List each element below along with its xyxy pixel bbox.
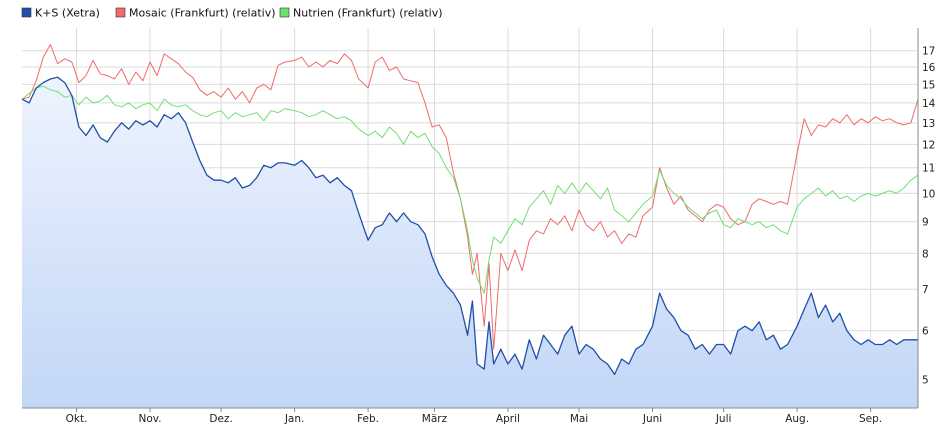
y-tick-label: 15	[922, 79, 935, 91]
legend-label: Nutrien (Frankfurt) (relativ)	[293, 7, 443, 20]
x-tick-label: Aug.	[785, 413, 809, 425]
y-tick-label: 5	[922, 375, 929, 387]
y-tick-label: 11	[922, 163, 935, 175]
x-tick-label: April	[496, 413, 520, 425]
x-tick-label: Feb.	[357, 413, 379, 425]
x-tick-label: Sep.	[859, 413, 882, 425]
legend-label: K+S (Xetra)	[35, 7, 100, 20]
x-tick-label: Dez.	[209, 413, 232, 425]
y-tick-label: 8	[922, 248, 929, 260]
series-line-1	[21, 44, 919, 350]
x-tick-label: März	[422, 413, 448, 425]
y-tick-label: 7	[922, 284, 929, 296]
x-tick-label: Okt.	[66, 413, 88, 425]
legend-item-2: Nutrien (Frankfurt) (relativ)	[279, 7, 443, 20]
legend-swatch	[115, 7, 126, 18]
x-tick-label: Juli	[715, 413, 732, 425]
x-tick-label: Mai	[570, 413, 588, 425]
x-tick-label: Jan.	[284, 413, 305, 425]
y-tick-label: 6	[922, 326, 929, 338]
series-area-0	[22, 77, 918, 409]
y-tick-label: 10	[922, 188, 935, 200]
y-tick-label: 9	[922, 217, 929, 229]
legend-swatch	[21, 7, 32, 18]
x-tick-label: Juni	[642, 413, 662, 425]
legend-swatch	[279, 7, 290, 18]
series-line-0	[21, 76, 918, 376]
series-line-2	[21, 85, 919, 294]
y-tick-label: 13	[922, 118, 935, 130]
x-tick-label: Nov.	[138, 413, 161, 425]
y-tick-label: 12	[922, 139, 935, 151]
legend-label: Mosaic (Frankfurt) (relativ)	[129, 7, 276, 20]
legend-item-0: K+S (Xetra)	[21, 7, 100, 20]
y-tick-label: 16	[922, 62, 936, 74]
y-tick-label: 17	[922, 46, 935, 58]
y-tick-label: 14	[922, 98, 936, 110]
legend-item-1: Mosaic (Frankfurt) (relativ)	[115, 7, 276, 20]
